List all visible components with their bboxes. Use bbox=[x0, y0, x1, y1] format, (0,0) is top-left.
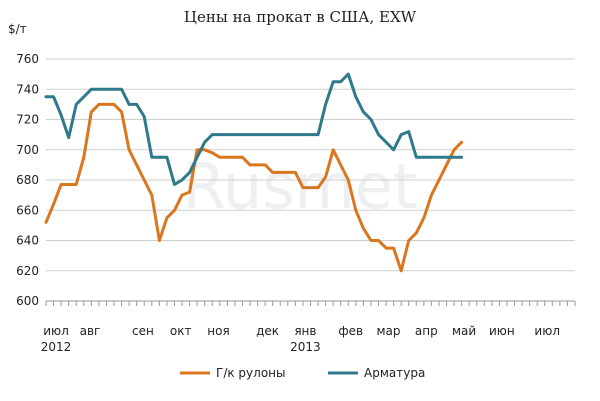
legend-item-hot-rolled-coil: Г/к рулоны bbox=[180, 366, 285, 380]
y-tick-label: 640 bbox=[16, 234, 39, 248]
y-tick-label: 760 bbox=[16, 52, 39, 66]
y-tick-label: 740 bbox=[16, 82, 39, 96]
x-tick-label: мар bbox=[376, 324, 400, 338]
y-tick-label: 660 bbox=[16, 203, 39, 217]
x-tick-label: июл bbox=[43, 324, 69, 338]
series-line-rebar bbox=[44, 72, 464, 186]
series-layer bbox=[44, 72, 464, 273]
x-tick-label: дек bbox=[256, 324, 279, 338]
legend-label: Арматура bbox=[364, 366, 425, 380]
watermark: Rusmet bbox=[183, 150, 418, 223]
x-tick-label: сен bbox=[132, 324, 154, 338]
x-tick-label: июл bbox=[534, 324, 560, 338]
x-tick-label: янв bbox=[294, 324, 316, 338]
year-label: 2012 bbox=[41, 340, 72, 354]
y-axis-unit: $/т bbox=[8, 22, 27, 36]
y-tick-label: 700 bbox=[16, 143, 39, 157]
y-tick-label: 620 bbox=[16, 264, 39, 278]
y-tick-label: 720 bbox=[16, 113, 39, 127]
legend-label: Г/к рулоны bbox=[216, 366, 285, 380]
x-tick-label: ноя bbox=[207, 324, 229, 338]
y-tick-label: 680 bbox=[16, 173, 39, 187]
chart-title: Цены на прокат в США, EXW bbox=[184, 8, 417, 26]
grid bbox=[46, 58, 575, 272]
legend: Г/к рулоны Арматура bbox=[180, 366, 425, 380]
x-tick-label: фев bbox=[338, 324, 363, 338]
y-tick-label: 600 bbox=[16, 294, 39, 308]
year-label: 2013 bbox=[290, 340, 321, 354]
x-tick-label: окт bbox=[170, 324, 192, 338]
legend-item-rebar: Арматура bbox=[328, 366, 425, 380]
x-tick-label: июн bbox=[489, 324, 515, 338]
x-tick-label: май bbox=[452, 324, 476, 338]
x-tick-label: авг bbox=[80, 324, 101, 338]
x-tick-label: апр bbox=[415, 324, 438, 338]
series-line-hot-rolled-coil bbox=[44, 102, 464, 273]
